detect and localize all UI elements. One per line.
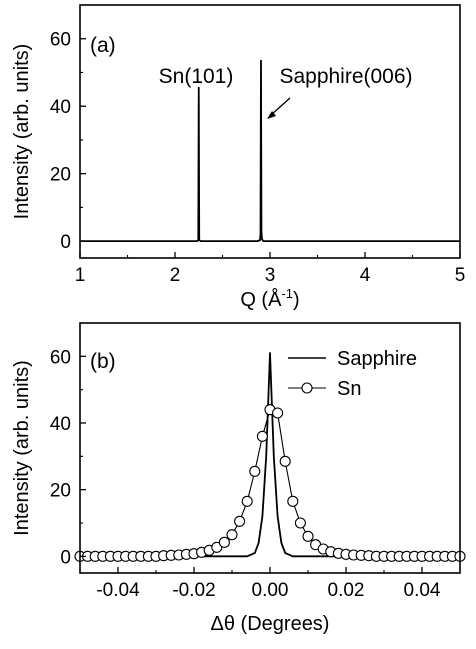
- y-tick-label-b: 20: [50, 481, 71, 502]
- data-point-sn: [226, 529, 238, 541]
- y-axis-title-b: Intensity (arb. units): [11, 360, 33, 536]
- y-tick-label-b: 60: [50, 347, 71, 368]
- legend-marker-sn: [301, 382, 313, 394]
- data-point-sn: [241, 495, 253, 507]
- annotation-sapphire006: Sapphire(006): [279, 65, 412, 88]
- data-point-sn: [249, 465, 261, 477]
- y-tick-label-b: 0: [60, 547, 71, 568]
- data-point-sn: [256, 430, 268, 442]
- x-tick-label-a: 4: [360, 265, 371, 286]
- panel-b: -0.04 -0.02 0.00 0.02 0.04 0 20 40 60 (b) Intens…: [11, 322, 466, 635]
- legend: Sapphire Sn: [288, 348, 417, 400]
- series-line-a-series-0: [80, 59, 460, 243]
- data-point-sn: [294, 517, 306, 529]
- legend-label-sn: Sn: [337, 378, 361, 400]
- data-point-sn: [279, 455, 291, 467]
- x-tick-label-a: 1: [75, 265, 86, 286]
- series-line-b-sapphire: [80, 352, 460, 558]
- x-tick-label-a: 3: [265, 265, 276, 286]
- legend-label-sapphire: Sapphire: [337, 348, 417, 370]
- x-tick-label-a: 2: [170, 265, 181, 286]
- y-tick-label-a: 40: [50, 97, 71, 118]
- series-line-b-sn: [80, 409, 460, 557]
- y-tick-label-a: 60: [50, 30, 71, 51]
- panel-label-b: (b): [90, 350, 116, 373]
- data-point-sn: [302, 530, 314, 542]
- x-tick-label-a: 5: [455, 265, 466, 286]
- panel-label-a: (a): [90, 34, 116, 57]
- x-tick-label-b: 0.04: [404, 580, 441, 601]
- data-point-sn: [211, 541, 223, 553]
- x-tick-label-b: 0.02: [328, 580, 365, 601]
- data-point-sn: [287, 495, 299, 507]
- x-tick-label-b: 0.00: [252, 580, 289, 601]
- plot-frame-a: [79, 4, 461, 259]
- x-axis-title-a: Q (Å-1): [240, 286, 299, 311]
- annotation-arrow: [267, 97, 291, 119]
- y-tick-label-a: 0: [60, 232, 71, 253]
- data-point-sn: [218, 536, 230, 548]
- x-tick-label-b: -0.04: [96, 580, 140, 601]
- y-tick-label-b: 40: [50, 414, 71, 435]
- data-point-sn: [234, 515, 246, 527]
- y-axis-title-a: Intensity (arb. units): [11, 44, 33, 220]
- y-tick-label-a: 20: [50, 165, 71, 186]
- annotation-sn101: Sn(101): [159, 65, 234, 88]
- x-tick-label-b: -0.02: [172, 580, 215, 601]
- x-axis-title-b: Δθ (Degrees): [211, 613, 330, 635]
- data-point-sn: [272, 407, 284, 419]
